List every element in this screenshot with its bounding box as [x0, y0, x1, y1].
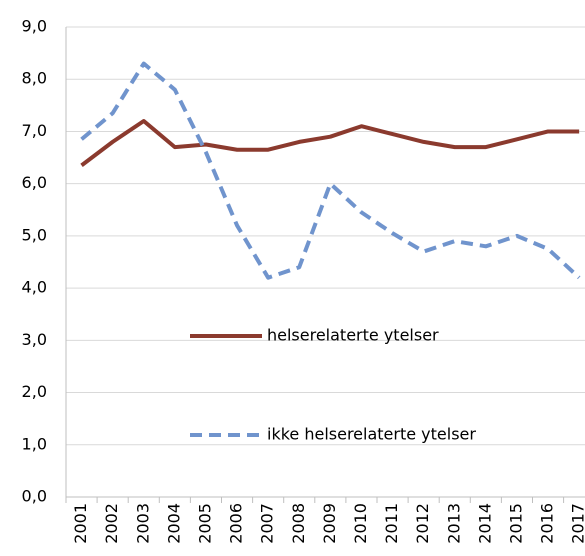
data-line	[80, 61, 581, 280]
x-tick-label: 2013	[444, 503, 463, 544]
y-tick-label: 6,0	[22, 173, 47, 192]
x-tick-label: 2008	[289, 503, 308, 544]
x-tick-label: 2006	[227, 503, 246, 544]
x-tick-label: 2011	[382, 503, 401, 544]
x-tick-label: 2004	[164, 503, 183, 544]
y-tick-label: 9,0	[22, 17, 47, 36]
y-tick-label: 0,0	[22, 487, 47, 506]
y-tick-label: 3,0	[22, 330, 47, 349]
x-tick-label: 2003	[133, 503, 152, 544]
y-tick-label: 4,0	[22, 278, 47, 297]
x-tick-label: 2002	[102, 503, 121, 544]
legend-label: helserelaterte ytelser	[267, 326, 439, 345]
x-tick-label: 2009	[320, 503, 339, 544]
x-tick-label: 2001	[71, 503, 90, 544]
x-tick-label: 2007	[258, 503, 277, 544]
x-tick-label: 2010	[351, 503, 370, 544]
y-tick-label: 5,0	[22, 225, 47, 244]
y-tick-label: 1,0	[22, 434, 47, 453]
x-tick-label: 2015	[506, 503, 525, 544]
x-tick-label: 2012	[413, 503, 432, 544]
x-tick-label: 2005	[195, 503, 214, 544]
legend-label: ikke helserelaterte ytelser	[267, 425, 476, 444]
y-tick-label: 7,0	[22, 121, 47, 140]
y-tick-label: 2,0	[22, 382, 47, 401]
x-tick-label: 2016	[538, 503, 557, 544]
y-tick-label: 8,0	[22, 69, 47, 88]
data-line	[80, 119, 580, 167]
x-tick-label: 2017	[569, 503, 585, 544]
x-tick-label: 2014	[475, 503, 494, 544]
